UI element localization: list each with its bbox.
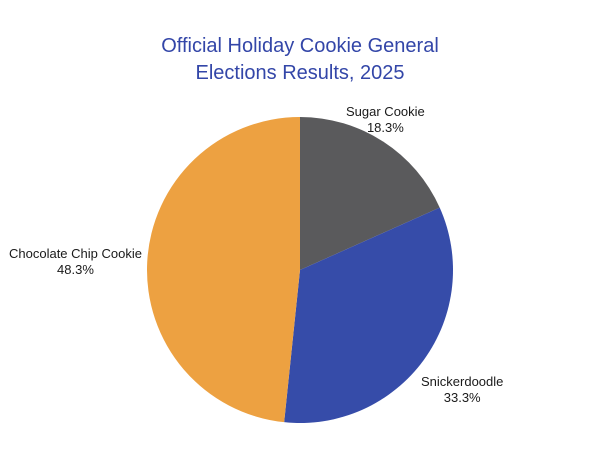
pie-slice-snickerdoodle bbox=[284, 207, 453, 424]
pie-slices bbox=[147, 117, 453, 424]
label-percent: 18.3% bbox=[366, 120, 404, 135]
label-name: Sugar Cookie bbox=[346, 104, 425, 119]
label-percent: 48.3% bbox=[57, 262, 94, 277]
label-name: Chocolate Chip Cookie bbox=[9, 246, 142, 261]
label-name: Snickerdoodle bbox=[421, 374, 504, 389]
chart-title-line-1: Official Holiday Cookie General bbox=[161, 35, 439, 57]
chart-title: Official Holiday Cookie General Election… bbox=[0, 33, 600, 87]
pie-slice-sugar-cookie bbox=[300, 117, 440, 270]
pie-slice-chocolate-chip-cookie bbox=[147, 117, 300, 423]
label-sugar-cookie: Sugar Cookie 18.3% bbox=[346, 104, 425, 136]
label-percent: 33.3% bbox=[443, 390, 481, 405]
label-chocolate-chip: Chocolate Chip Cookie 48.3% bbox=[9, 246, 142, 278]
label-snickerdoodle: Snickerdoodle 33.3% bbox=[421, 374, 503, 406]
chart-title-line-2: Elections Results, 2025 bbox=[195, 62, 405, 84]
